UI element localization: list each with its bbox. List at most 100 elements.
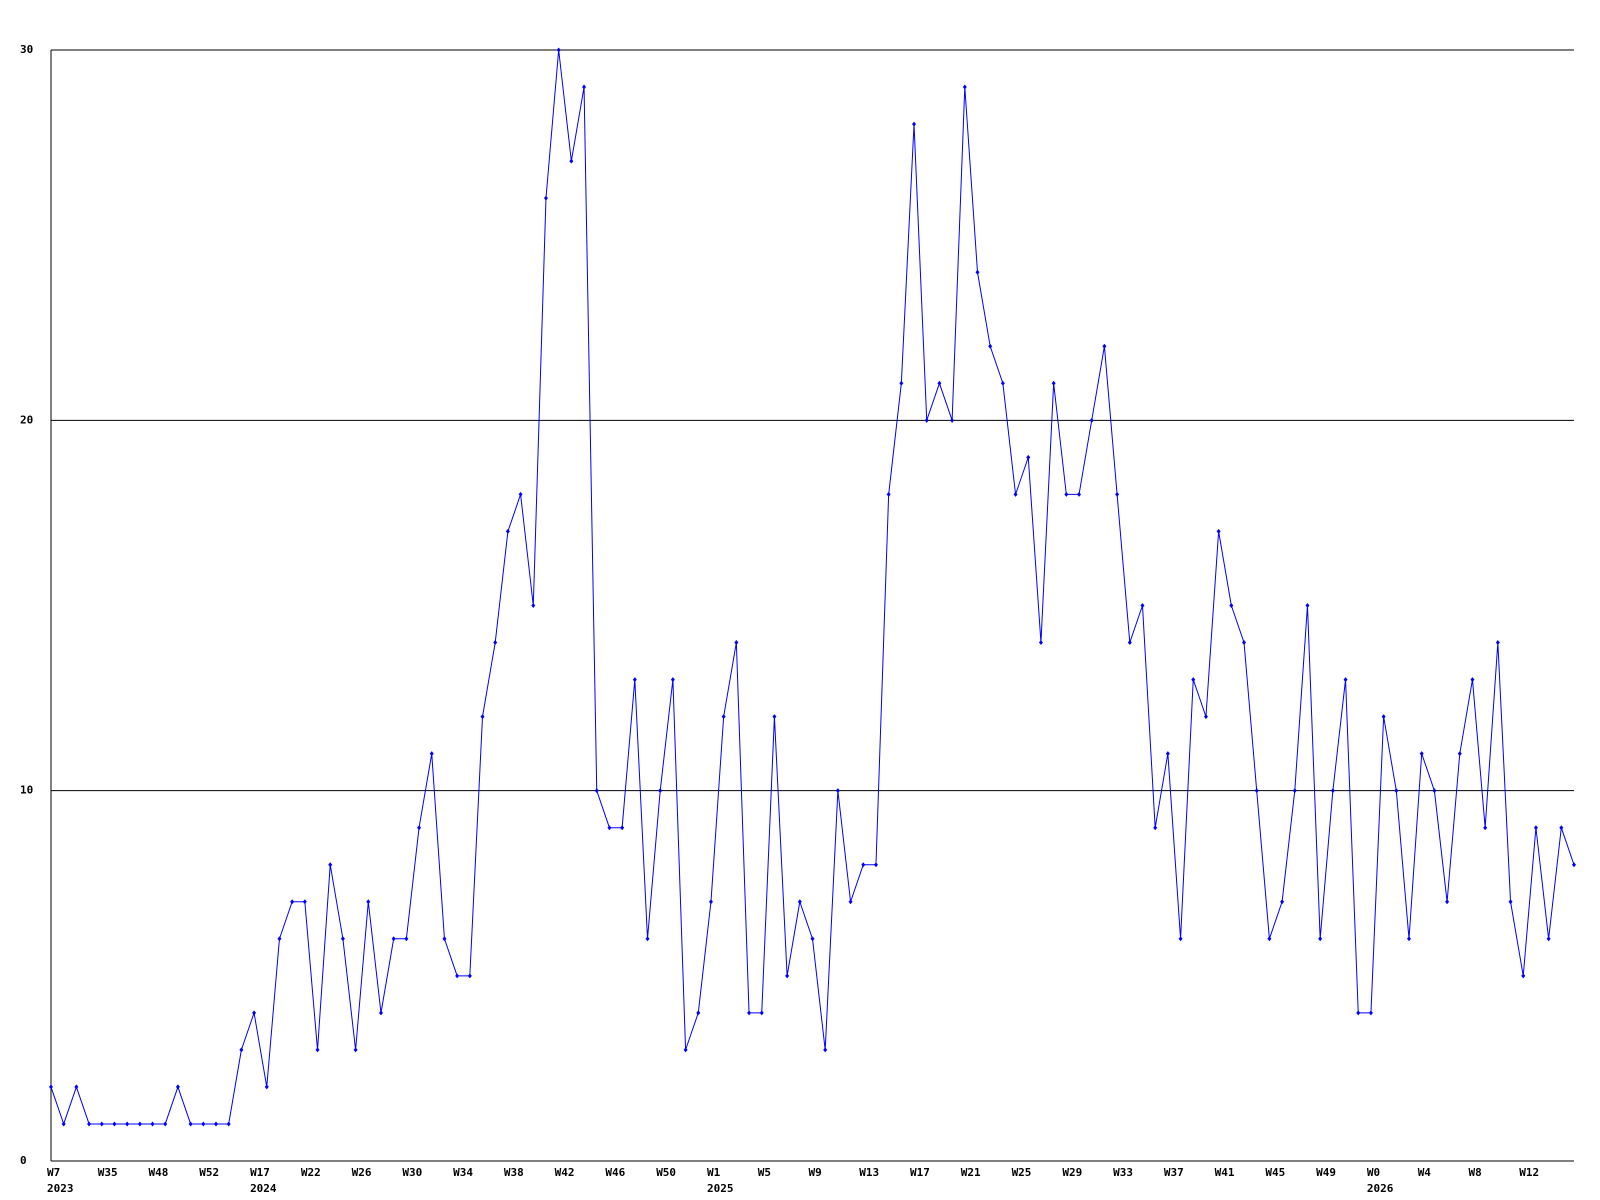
x-tick-label: W34 (453, 1166, 473, 1179)
data-point (543, 195, 548, 201)
data-point (1394, 788, 1399, 794)
data-point (1483, 825, 1488, 831)
data-point (188, 1121, 193, 1127)
data-point (1102, 343, 1107, 349)
data-point (302, 899, 307, 905)
data-point (1242, 640, 1247, 646)
data-point (658, 788, 663, 794)
data-point (1470, 677, 1475, 683)
data-point (1546, 936, 1551, 942)
data-point (924, 417, 929, 423)
data-point (797, 899, 802, 905)
data-line (50, 49, 1575, 1126)
data-point (607, 825, 612, 831)
y-tick-label: 10 (20, 784, 33, 797)
x-tick-label: W30 (402, 1166, 422, 1179)
data-point (556, 47, 561, 53)
data-point (378, 1010, 383, 1016)
data-point (99, 1121, 104, 1127)
data-point (467, 973, 472, 979)
data-point (1153, 825, 1158, 831)
data-point (1280, 899, 1285, 905)
x-tick-label: W46 (605, 1166, 625, 1179)
data-point (1165, 751, 1170, 757)
data-point (1457, 751, 1462, 757)
data-point (1051, 380, 1056, 386)
data-point (277, 936, 282, 942)
data-point (252, 1010, 257, 1016)
x-tick-label: W45 (1265, 1166, 1285, 1179)
data-point (696, 1010, 701, 1016)
data-point (480, 714, 485, 720)
data-point (810, 936, 815, 942)
data-point (1254, 788, 1259, 794)
data-point (835, 788, 840, 794)
data-point (670, 677, 675, 683)
x-tick-label: W1 (707, 1166, 721, 1179)
y-tick-label: 30 (20, 43, 33, 56)
data-point (873, 862, 878, 868)
data-point (87, 1121, 92, 1127)
data-point (950, 417, 955, 423)
data-point (1064, 491, 1069, 497)
x-tick-label: W48 (149, 1166, 169, 1179)
x-tick-label: W49 (1316, 1166, 1336, 1179)
x-tick-label: W5 (758, 1166, 771, 1179)
data-point (1356, 1010, 1361, 1016)
data-point (290, 899, 295, 905)
data-point (112, 1121, 117, 1127)
x-tick-label: W35 (98, 1166, 118, 1179)
x-tick-label: W7 (47, 1166, 60, 1179)
x-tick-label: W37 (1164, 1166, 1184, 1179)
data-point (340, 936, 345, 942)
x-tick-label: W38 (504, 1166, 524, 1179)
x-tick-label: W12 (1519, 1166, 1539, 1179)
x-tick-label: W9 (809, 1166, 822, 1179)
data-point (226, 1121, 231, 1127)
x-tick-label: W33 (1113, 1166, 1133, 1179)
y-tick-label: 20 (20, 413, 33, 426)
data-point (328, 862, 333, 868)
data-point (1292, 788, 1297, 794)
data-point (823, 1047, 828, 1053)
data-point (1089, 417, 1094, 423)
x-tick-label: W4 (1418, 1166, 1432, 1179)
data-point (417, 825, 422, 831)
data-point (1495, 640, 1500, 646)
data-point (912, 121, 917, 127)
data-point (150, 1121, 155, 1127)
data-point (759, 1010, 764, 1016)
data-point (505, 528, 510, 534)
data-point (721, 714, 726, 720)
data-point (518, 491, 523, 497)
x-tick-label: W26 (352, 1166, 372, 1179)
data-point (1343, 677, 1348, 683)
data-point (1267, 936, 1272, 942)
year-label: 2025 (707, 1182, 734, 1195)
data-point (531, 603, 536, 608)
x-tick-label: W0 (1367, 1166, 1380, 1179)
data-point (937, 380, 942, 386)
data-point (582, 84, 587, 90)
data-point (175, 1084, 180, 1090)
x-tick-label: W17 (250, 1166, 270, 1179)
x-tick-label: W41 (1215, 1166, 1235, 1179)
year-label: 2024 (250, 1182, 277, 1195)
data-point (201, 1121, 206, 1127)
data-point (632, 677, 637, 683)
data-point (1330, 788, 1335, 794)
x-tick-label: W8 (1468, 1166, 1481, 1179)
data-point (264, 1084, 269, 1090)
data-point (1508, 899, 1513, 905)
data-point (886, 491, 891, 497)
data-point (683, 1047, 688, 1053)
data-point (391, 936, 396, 942)
data-point (848, 899, 853, 905)
data-point (988, 343, 993, 349)
data-point (61, 1121, 66, 1127)
data-point (785, 973, 790, 979)
data-point (747, 1010, 752, 1016)
x-tick-label: W17 (910, 1166, 930, 1179)
data-point (1381, 714, 1386, 720)
data-point (708, 899, 713, 905)
